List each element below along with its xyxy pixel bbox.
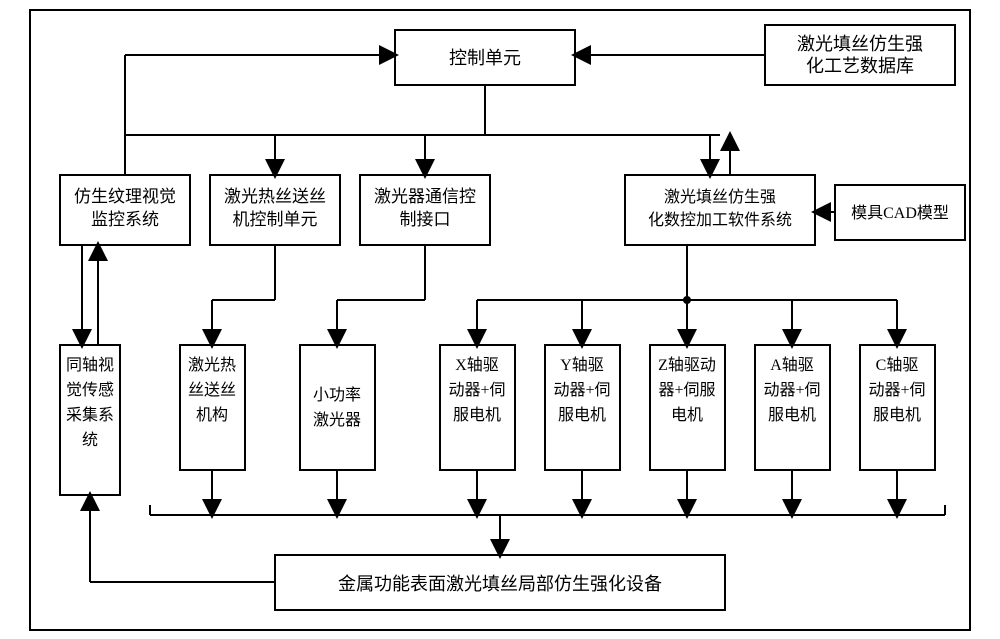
nc-software-node: 激光填丝仿生强 化数控加工软件系统 [625,175,815,245]
low-power-laser-node: 小功率 激光器 [300,345,375,470]
control-unit-node: 控制单元 [395,30,575,85]
hotwire-ctrl-l1: 激光热丝送丝 [224,187,326,206]
svg-text:服电机: 服电机 [768,406,816,424]
low-power-laser-l2: 激光器 [313,411,361,429]
laser-comm-l2: 制接口 [400,210,451,229]
hotwire-ctrl-node: 激光热丝送丝 机控制单元 [210,175,340,245]
svg-text:动器+伺: 动器+伺 [553,381,610,399]
vision-monitor-node: 仿生纹理视觉 监控系统 [60,175,190,245]
svg-text:X轴驱: X轴驱 [455,356,499,374]
c-axis-node: C轴驱 动器+伺 服电机 [860,345,935,470]
hotwire-mech-node: 激光热 丝送丝 机构 [180,345,245,470]
coaxial-vision-node: 同轴视 觉传感 采集系 统 [60,345,120,495]
svg-text:器+伺服: 器+伺服 [658,381,715,399]
control-unit-label: 控制单元 [449,48,521,68]
laser-comm-node: 激光器通信控 制接口 [360,175,490,245]
svg-text:机构: 机构 [196,406,228,424]
laser-comm-l1: 激光器通信控 [374,187,476,206]
svg-text:动器+伺: 动器+伺 [448,381,505,399]
cad-model-label: 模具CAD模型 [851,204,949,222]
svg-text:Z轴驱动: Z轴驱动 [658,356,716,374]
low-power-laser-l1: 小功率 [313,386,361,404]
svg-text:服电机: 服电机 [558,406,606,424]
nc-software-l1: 激光填丝仿生强 [664,188,776,206]
process-db-l1: 激光填丝仿生强 [797,34,923,54]
svg-text:同轴视: 同轴视 [66,356,114,374]
y-axis-node: Y轴驱 动器+伺 服电机 [545,345,620,470]
svg-text:觉传感: 觉传感 [66,381,114,399]
svg-text:激光热: 激光热 [188,356,236,374]
vision-monitor-l1: 仿生纹理视觉 [74,187,176,206]
x-axis-node: X轴驱 动器+伺 服电机 [440,345,515,470]
hotwire-ctrl-l2: 机控制单元 [233,210,318,229]
a-axis-node: A轴驱 动器+伺 服电机 [755,345,830,470]
vision-monitor-l2: 监控系统 [91,210,159,229]
svg-text:Y轴驱: Y轴驱 [560,356,604,374]
process-db-l2: 化工艺数据库 [806,56,914,76]
equipment-node: 金属功能表面激光填丝局部仿生强化设备 [275,555,725,610]
svg-text:采集系: 采集系 [66,406,114,424]
cad-model-node: 模具CAD模型 [835,185,965,240]
svg-text:A轴驱: A轴驱 [770,356,814,374]
process-db-node: 激光填丝仿生强 化工艺数据库 [765,25,955,85]
svg-text:丝送丝: 丝送丝 [188,381,236,399]
equipment-label: 金属功能表面激光填丝局部仿生强化设备 [338,574,662,594]
svg-text:服电机: 服电机 [453,406,501,424]
svg-text:电机: 电机 [671,406,703,424]
svg-text:服电机: 服电机 [873,406,921,424]
svg-text:C轴驱: C轴驱 [876,356,919,374]
nc-software-l2: 化数控加工软件系统 [648,211,792,229]
svg-text:统: 统 [82,431,98,449]
svg-text:动器+伺: 动器+伺 [763,381,820,399]
z-axis-node: Z轴驱动 器+伺服 电机 [650,345,725,470]
svg-text:动器+伺: 动器+伺 [868,381,925,399]
